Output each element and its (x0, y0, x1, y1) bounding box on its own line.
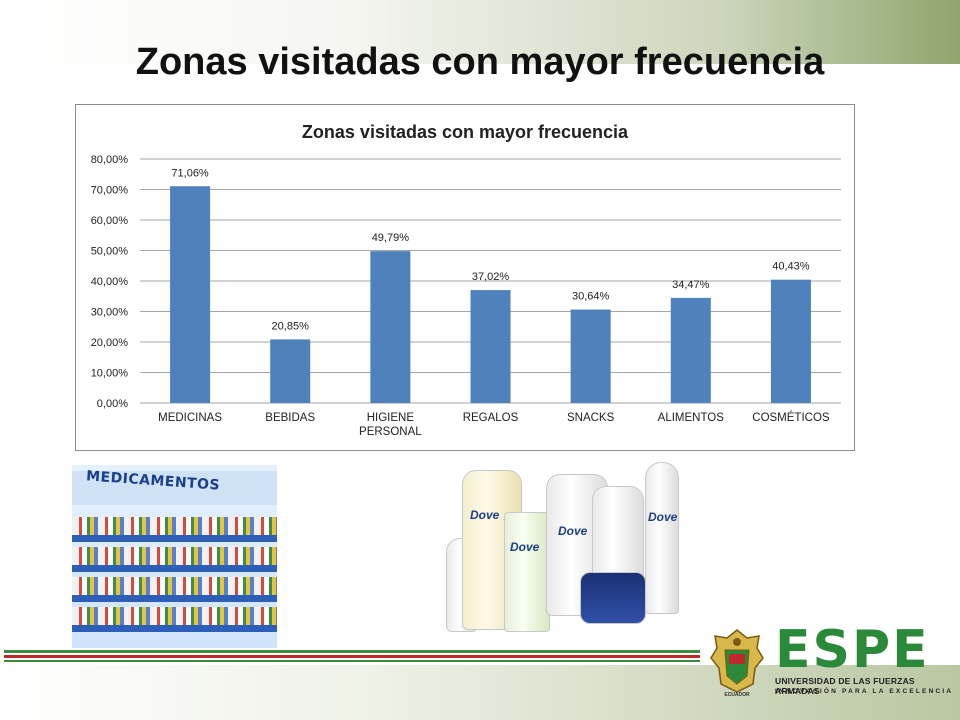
bar (570, 309, 611, 403)
medications-shelf-photo: MEDICAMENTOS (72, 465, 277, 648)
bar (170, 186, 211, 403)
slide-title: Zonas visitadas con mayor frecuencia (135, 41, 825, 83)
x-tick-label-line: BEBIDAS (265, 412, 315, 424)
espe-logo-subtitle: UNIVERSIDAD DE LAS FUERZAS ARMADAS (775, 676, 915, 696)
data-label: 40,43% (772, 261, 810, 273)
data-label: 49,79% (372, 232, 410, 244)
y-tick-label: 20,00% (91, 337, 129, 349)
x-tick-label-line: REGALOS (463, 412, 519, 424)
data-label: 20,85% (272, 320, 310, 332)
shelf (72, 595, 277, 602)
dove-brand-text: Dove (648, 510, 678, 524)
crest-caption: ECUADOR (724, 692, 750, 698)
dove-brand-text: Dove (510, 540, 540, 554)
shelf (72, 625, 277, 632)
cream-box (504, 512, 550, 632)
bar-chart: Zonas visitadas con mayor frecuencia 0,0… (75, 104, 855, 451)
y-tick-label: 30,00% (91, 307, 129, 319)
shelf (72, 565, 277, 572)
y-tick-label: 40,00% (91, 276, 129, 288)
x-tick-label-line: HIGIENE (367, 412, 415, 424)
dove-brand-text: Dove (558, 524, 588, 538)
chart-title: Zonas visitadas con mayor frecuencia (302, 122, 629, 142)
shelf-products (72, 577, 277, 595)
data-label: 34,47% (672, 279, 710, 291)
top-background-band (0, 0, 960, 64)
x-tick-label: REGALOS (463, 412, 519, 424)
y-tick-label: 0,00% (97, 398, 128, 410)
shelf (72, 535, 277, 542)
shelf-products (72, 517, 277, 535)
x-tick-label: ALIMENTOS (658, 412, 725, 424)
espe-logo-text: ESPE (775, 620, 930, 680)
y-axis: 0,00% 10,00% 20,00% 30,00% 40,00% 50,00% 60,00… (91, 154, 129, 410)
medications-sign (72, 471, 277, 505)
spray-can (645, 462, 679, 614)
bar (770, 279, 811, 403)
university-crest-icon (710, 629, 764, 693)
x-tick-label-line: MEDICINAS (158, 412, 222, 424)
y-tick-label: 70,00% (91, 185, 129, 197)
data-labels: 71,06% 20,85% 49,79% 37,02% 30,64% 34,47% 40,4… (171, 167, 809, 332)
x-tick-label: SNACKS (567, 412, 615, 424)
x-tick-label: BEBIDAS (265, 412, 315, 424)
shelf-products (72, 607, 277, 625)
chart-svg: Zonas visitadas con mayor frecuencia 0,0… (91, 122, 841, 438)
x-tick-label-line: COSMÉTICOS (752, 411, 830, 424)
x-tick-label: HIGIENE PERSONAL (359, 412, 422, 438)
y-tick-label: 80,00% (91, 154, 129, 166)
x-tick-label-line: ALIMENTOS (658, 412, 725, 424)
bar (470, 290, 511, 403)
bar (370, 251, 411, 403)
bottom-background-band (0, 665, 960, 720)
cream-jar (580, 572, 646, 624)
x-tick-label-line: SNACKS (567, 412, 615, 424)
data-label: 30,64% (572, 291, 610, 303)
bar (670, 297, 711, 403)
footer-stripe-red (4, 655, 700, 658)
data-label: 71,06% (171, 167, 209, 179)
bar (270, 339, 311, 403)
x-axis: MEDICINAS BEBIDAS HIGIENE PERSONAL REGALOS SN… (158, 411, 830, 438)
data-label: 37,02% (472, 271, 510, 283)
x-tick-label-line: PERSONAL (359, 426, 422, 438)
x-tick-label: MEDICINAS (158, 412, 222, 424)
dove-products-photo: Dove Dove Dove Dove (440, 460, 680, 632)
y-tick-label: 50,00% (91, 246, 129, 258)
footer-stripe-green (4, 660, 700, 662)
x-tick-label: COSMÉTICOS (752, 411, 830, 424)
y-tick-label: 10,00% (91, 368, 129, 380)
shelf-products (72, 547, 277, 565)
bars (170, 186, 811, 403)
espe-logo-tagline: INNOVACIÓN PARA LA EXCELENCIA (775, 688, 954, 695)
y-tick-label: 60,00% (91, 215, 129, 227)
dove-brand-text: Dove (470, 508, 500, 522)
footer-stripe-green (4, 650, 700, 653)
